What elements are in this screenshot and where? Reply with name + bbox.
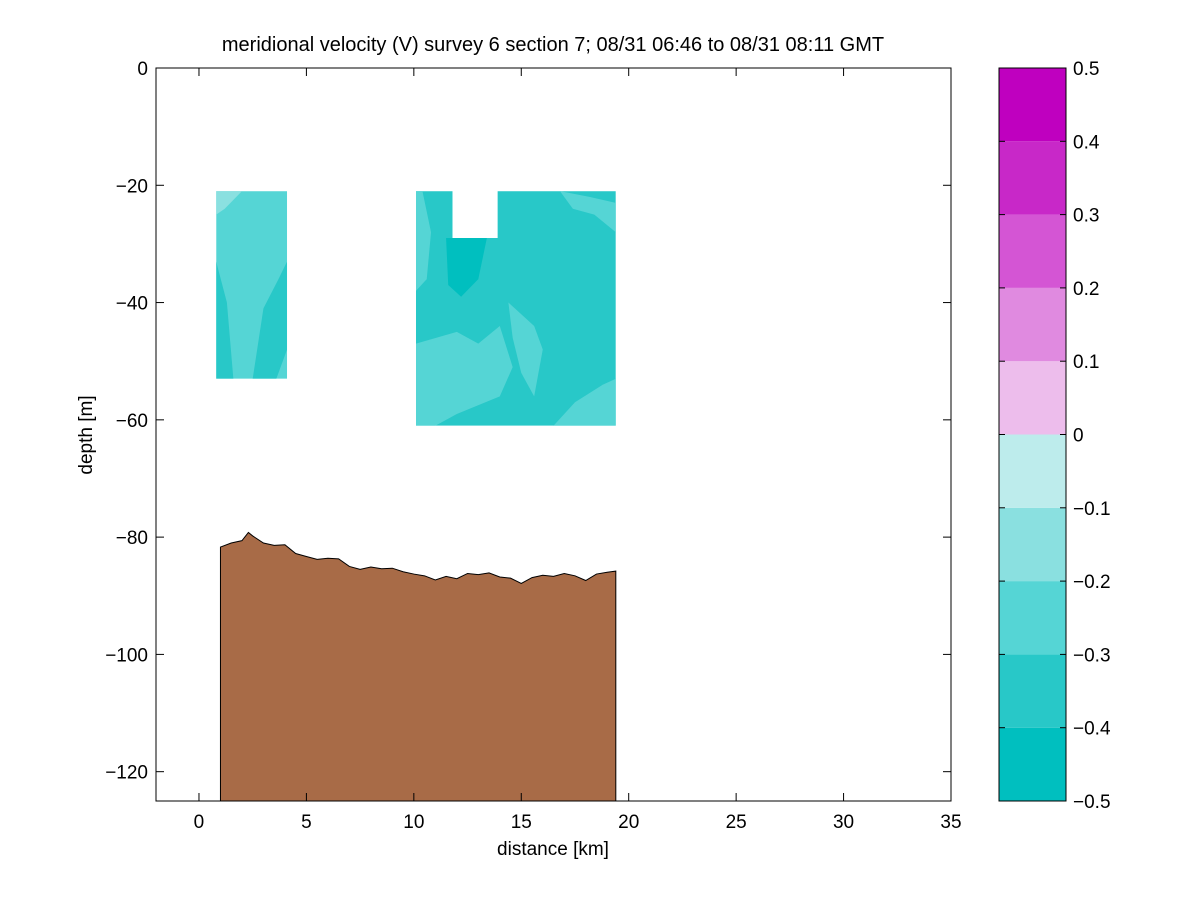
colorbar-tick-label: −0.4	[1073, 719, 1111, 740]
contour-block-2	[415, 191, 616, 426]
contour-patch	[216, 191, 242, 215]
colorbar-bands	[999, 68, 1066, 801]
colorbar-tick-label: −0.3	[1073, 645, 1111, 666]
colorbar-tick-label: 0.3	[1073, 206, 1099, 227]
colorbar-band	[999, 214, 1066, 288]
colorbar-tick-label: 0.5	[1073, 59, 1099, 80]
colorbar-band	[999, 361, 1066, 435]
colorbar-ticks: 0.5 0.4 0.3 0.2 0.1 0 −0.1 −0.2 −0.3 −0.4 −0.5	[999, 59, 1111, 813]
contour-patch	[415, 191, 432, 291]
x-axis-ticks: 0 5 10 15 20 25 30 35	[194, 68, 962, 833]
y-tick-label: 0	[137, 59, 148, 80]
x-tick-label: 30	[833, 812, 854, 833]
contour-patch	[553, 378, 616, 426]
plot-area: 0 5 10 15 20 25 30 35 0 −20 −40 −60 −80 −100 −120	[105, 59, 961, 833]
contour-patch	[559, 191, 616, 233]
y-tick-label: −40	[116, 294, 148, 315]
x-tick-label: 0	[194, 812, 205, 833]
y-axis-label: depth [m]	[76, 395, 97, 474]
colorbar-band	[999, 68, 1066, 142]
colorbar: 0.5 0.4 0.3 0.2 0.1 0 −0.1 −0.2 −0.3 −0.4 −0.5	[998, 59, 1111, 813]
contour-block-1	[216, 191, 288, 379]
contour-patch	[508, 302, 543, 397]
colorbar-tick-label: 0.1	[1073, 352, 1099, 373]
colorbar-band	[999, 581, 1066, 655]
y-tick-label: −120	[105, 763, 148, 784]
colorbar-band	[999, 141, 1066, 215]
x-tick-label: 10	[403, 812, 424, 833]
x-tick-label: 25	[726, 812, 747, 833]
x-tick-label: 20	[618, 812, 639, 833]
colorbar-tick-label: −0.5	[1073, 792, 1111, 813]
x-tick-label: 5	[301, 812, 312, 833]
y-tick-label: −80	[116, 528, 148, 549]
colorbar-band	[999, 287, 1066, 362]
colorbar-tick-label: 0	[1073, 426, 1084, 447]
seafloor-polygon	[219, 531, 617, 801]
x-tick-label: 35	[940, 812, 961, 833]
colorbar-band	[999, 434, 1066, 508]
x-tick-label: 15	[511, 812, 532, 833]
contour-layer	[216, 191, 616, 426]
y-axis-ticks: 0 −20 −40 −60 −80 −100 −120	[105, 59, 951, 784]
chart-title: meridional velocity (V) survey 6 section…	[222, 34, 884, 56]
y-tick-label: −20	[116, 176, 148, 197]
colorbar-tick-label: −0.2	[1073, 572, 1111, 593]
seafloor-layer	[219, 531, 617, 801]
y-tick-label: −60	[116, 411, 148, 432]
plot-frame	[155, 67, 952, 802]
y-tick-label: −100	[105, 645, 148, 666]
contour-patch	[415, 326, 513, 426]
colorbar-band	[999, 727, 1066, 801]
contour-patch	[252, 261, 288, 379]
x-axis-label: distance [km]	[497, 839, 609, 860]
colorbar-band	[999, 507, 1066, 582]
colorbar-band	[999, 654, 1066, 728]
colorbar-tick-label: 0.2	[1073, 279, 1099, 300]
contour-patch	[216, 261, 234, 379]
contour-patch	[446, 238, 487, 297]
colorbar-tick-label: 0.4	[1073, 132, 1100, 153]
colorbar-tick-label: −0.1	[1073, 499, 1111, 520]
